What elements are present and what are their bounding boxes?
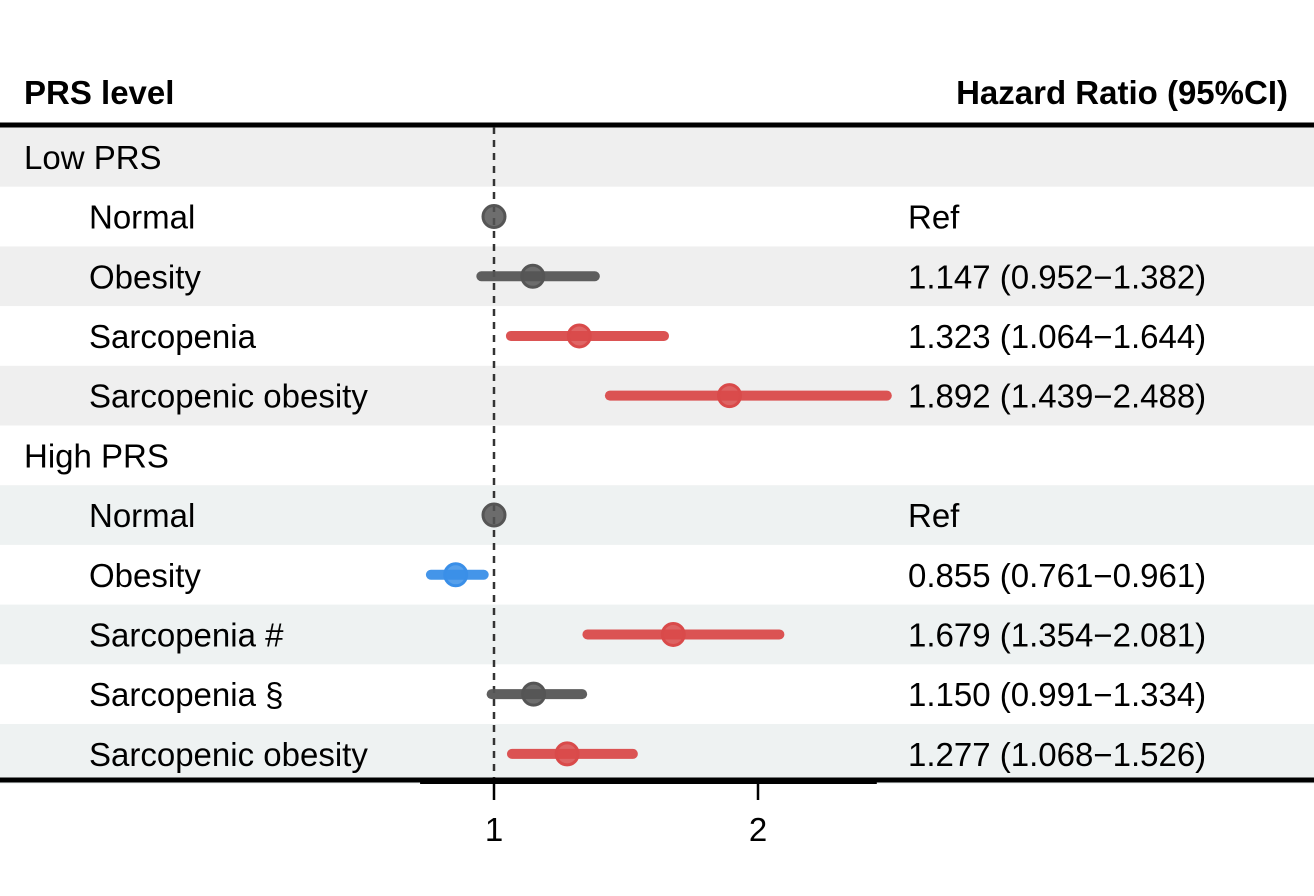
estimate-marks (425, 204, 892, 767)
row-band (0, 127, 1314, 187)
point-estimate (716, 383, 742, 409)
row-label: Sarcopenia § (89, 676, 283, 713)
hr-value: 1.323 (1.064−1.644) (908, 318, 1206, 355)
row-label: Normal (89, 497, 195, 534)
group-label: Low PRS (24, 139, 162, 176)
left-header: PRS level (24, 74, 174, 111)
row-label: Sarcopenia (89, 318, 257, 355)
hr-value: 1.147 (0.952−1.382) (908, 258, 1206, 295)
row-band (0, 246, 1314, 307)
row-band (0, 724, 1314, 784)
point-estimate (521, 681, 547, 707)
point-estimate (481, 204, 507, 230)
point-estimate (554, 741, 580, 767)
point-estimate (481, 502, 507, 528)
hr-value: 0.855 (0.761−0.961) (908, 557, 1206, 594)
point-estimate (520, 263, 546, 289)
row-label: Obesity (89, 258, 201, 295)
hr-value: 1.277 (1.068−1.526) (908, 736, 1206, 773)
group-label: High PRS (24, 437, 169, 474)
hr-value: Ref (908, 497, 960, 534)
hr-value: Ref (908, 199, 960, 236)
hr-value: 1.150 (0.991−1.334) (908, 676, 1206, 713)
row-label: Normal (89, 199, 195, 236)
point-estimate (443, 562, 469, 588)
hazard-ratio-values: Ref 1.147 (0.952−1.382) 1.323 (1.064−1.644… (908, 199, 1206, 773)
tick-label: 1 (485, 811, 503, 848)
hr-value: 1.892 (1.439−2.488) (908, 378, 1206, 415)
hr-value: 1.679 (1.354−2.081) (908, 616, 1206, 653)
point-estimate (660, 621, 686, 647)
row-band (0, 485, 1314, 545)
right-header: Hazard Ratio (95%CI) (956, 74, 1288, 111)
row-label: Sarcopenic obesity (89, 378, 368, 415)
point-estimate (566, 323, 592, 349)
row-label: Sarcopenia # (89, 616, 284, 653)
row-labels: Low PRS Normal Obesity Sarcopenia Sarcopenic… (24, 139, 368, 773)
tick-label: 2 (749, 811, 767, 848)
row-label: Obesity (89, 557, 201, 594)
row-label: Sarcopenic obesity (89, 736, 368, 773)
